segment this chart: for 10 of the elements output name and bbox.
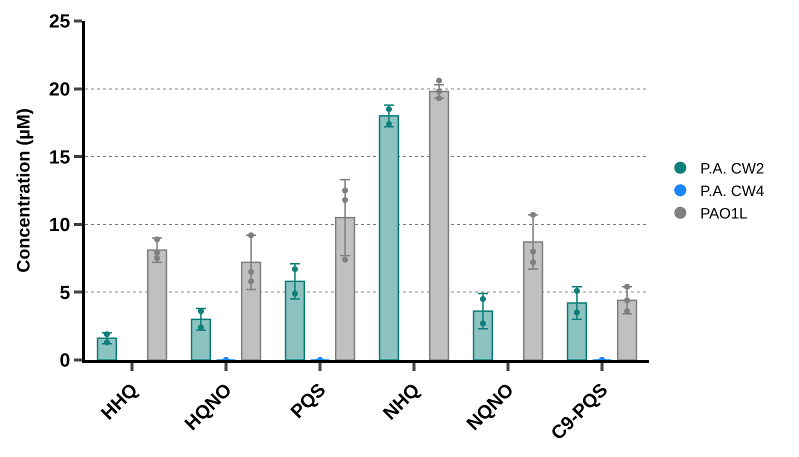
y-tick-label: 10: [49, 215, 70, 236]
y-axis-title: Concentration (µM): [13, 108, 34, 273]
y-tick-label: 0: [60, 350, 70, 372]
y-tick-label: 15: [49, 147, 71, 168]
y-tick-label: 25: [49, 12, 71, 33]
legend-label: PAO1L: [700, 206, 748, 223]
legend-label: P.A. CW4: [700, 183, 764, 200]
y-tick-label: 20: [49, 79, 70, 100]
y-tick-label: 5: [60, 282, 71, 304]
legend-label: P.A. CW2: [700, 160, 764, 178]
